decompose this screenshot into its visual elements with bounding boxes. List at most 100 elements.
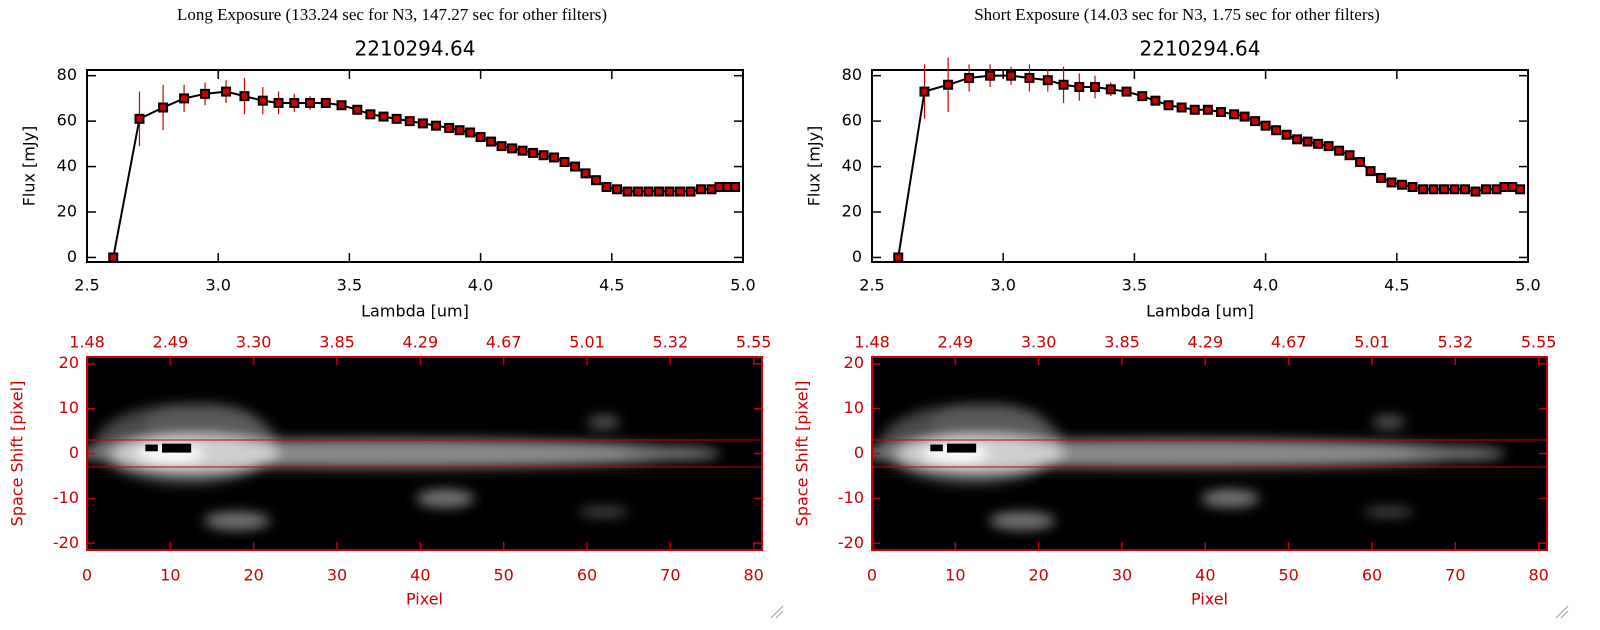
data-point [685, 186, 696, 197]
x-tick-label: 4.0 [468, 276, 493, 295]
panel-title: Short Exposure (14.03 sec for N3, 1.75 s… [974, 5, 1380, 24]
data-point [1239, 111, 1250, 122]
data-point [1292, 134, 1303, 145]
data-point [1229, 109, 1240, 120]
y-tick-label: 20 [57, 202, 77, 221]
x2-tick-label: 4.67 [1271, 333, 1307, 352]
data-point [591, 175, 602, 186]
spectrum-line [897, 74, 1521, 258]
data-point [601, 182, 612, 193]
x-tick-label: 60 [577, 566, 597, 585]
data-point [622, 186, 633, 197]
x-axis-label: Lambda [um] [361, 302, 469, 321]
chart-title: 2210294.64 [1140, 37, 1261, 61]
image-blob [988, 511, 1056, 530]
data-point [257, 95, 268, 106]
data-point [1439, 184, 1450, 195]
x-tick-label: 40 [1195, 566, 1215, 585]
data-point [465, 127, 476, 138]
data-point [1334, 145, 1345, 156]
x-tick-label: 30 [1112, 566, 1132, 585]
image-blob [203, 511, 271, 530]
x-tick-label: 10 [945, 566, 965, 585]
data-point [528, 147, 539, 158]
image-blob [620, 446, 721, 461]
x-tick-label: 70 [660, 566, 680, 585]
data-point [365, 109, 376, 120]
x-tick-label: 70 [1445, 566, 1465, 585]
data-point [507, 143, 518, 154]
image-blob [587, 415, 621, 429]
data-point [893, 252, 904, 263]
data-point [200, 88, 211, 99]
data-point [273, 97, 284, 108]
x-tick-label: 10 [160, 566, 180, 585]
data-point [1176, 102, 1187, 113]
x-tick-label: 60 [1362, 566, 1382, 585]
data-point [1024, 72, 1035, 83]
data-point [1376, 172, 1387, 183]
image-speck [947, 443, 977, 453]
data-point [1121, 86, 1132, 97]
data-point [1418, 184, 1429, 195]
data-point [559, 157, 570, 168]
y-tick-label: -20 [53, 533, 79, 552]
data-point [1507, 182, 1518, 193]
data-point [336, 100, 347, 111]
data-point [1397, 179, 1408, 190]
data-point [1460, 184, 1471, 195]
x-tick-label: 80 [743, 566, 763, 585]
x2-tick-label: 2.49 [938, 333, 974, 352]
data-point [722, 182, 733, 193]
data-point [1499, 182, 1510, 193]
x-tick-label: 2.5 [859, 276, 884, 295]
data-point [289, 97, 300, 108]
chart-title: 2210294.64 [355, 37, 476, 61]
data-point [654, 186, 665, 197]
data-point [517, 145, 528, 156]
y-tick-label: -10 [838, 488, 864, 507]
data-point [675, 186, 686, 197]
y-tick-label: 0 [69, 443, 79, 462]
x2-tick-label: 4.29 [1188, 333, 1224, 352]
data-point [1202, 104, 1213, 115]
y-tick-label: -20 [838, 533, 864, 552]
data-point [1271, 125, 1282, 136]
data-point [454, 125, 465, 136]
resize-grip[interactable] [770, 605, 784, 619]
data-point [1042, 75, 1053, 86]
x2-tick-label: 5.32 [653, 333, 689, 352]
data-point [1302, 136, 1313, 147]
panel-title: Long Exposure (133.24 sec for N3, 147.27… [177, 5, 607, 24]
x-tick-label: 3.0 [990, 276, 1015, 295]
image-blob [1201, 489, 1260, 508]
spectrum-line [112, 90, 736, 258]
data-point [1386, 177, 1397, 188]
resize-grip[interactable] [1555, 605, 1569, 619]
data-point [1150, 95, 1161, 106]
data-point [714, 182, 725, 193]
data-point [1323, 141, 1334, 152]
image-blob [1405, 446, 1506, 461]
data-point [964, 72, 975, 83]
x-axis-label: Lambda [um] [1146, 302, 1254, 321]
data-point [1058, 79, 1069, 90]
x-tick-label: 50 [493, 566, 513, 585]
data-point [352, 104, 363, 115]
y-tick-label: 0 [67, 247, 77, 266]
y-tick-label: 0 [854, 443, 864, 462]
data-point [919, 86, 930, 97]
image-speck [145, 444, 158, 452]
x-tick-label: 3.5 [1122, 276, 1147, 295]
y-tick-label: 20 [59, 353, 79, 372]
data-point [1281, 129, 1292, 140]
data-point [730, 182, 741, 193]
x-tick-label: 3.0 [205, 276, 230, 295]
x2-tick-label: 3.30 [236, 333, 272, 352]
x-tick-label: 5.0 [730, 276, 755, 295]
x2-tick-label: 3.30 [1021, 333, 1057, 352]
data-point [706, 184, 717, 195]
y-tick-label: 60 [57, 111, 77, 130]
data-point [1250, 116, 1261, 127]
data-point [1163, 100, 1174, 111]
